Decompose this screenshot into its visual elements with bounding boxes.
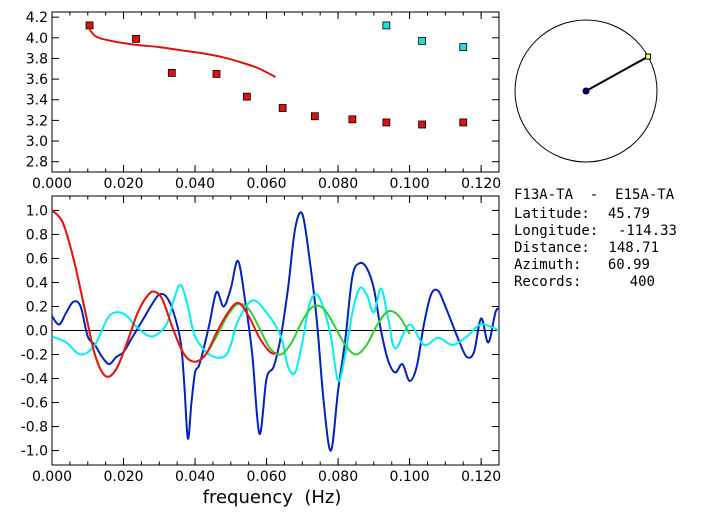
x-axis-title: frequency (Hz) xyxy=(203,487,342,508)
bottom-chart-y-tick-label: -0.6 xyxy=(21,396,48,412)
bottom-chart-series-line-2 xyxy=(52,209,411,378)
top-chart-marker xyxy=(132,34,140,43)
top-velocity-chart: 0.000 0.020 0.040 0.060 0.080 0.100 0.120 2.8 3.… xyxy=(26,10,501,192)
top-chart-marker xyxy=(382,118,391,127)
top-chart-marker xyxy=(310,112,319,121)
top-chart-x-tick-label: 0.060 xyxy=(247,176,287,192)
bottom-chart-x-tick-label: 0.060 xyxy=(247,469,287,485)
bottom-chart-y-tick-label: -0.8 xyxy=(21,420,48,436)
top-chart-marker xyxy=(278,104,287,112)
bottom-chart-y-tick-label: 0.2 xyxy=(26,299,48,315)
top-chart-x-tick-label: 0.100 xyxy=(390,176,430,192)
longitude-value: -114.33 xyxy=(618,223,677,239)
bottom-chart-x-tick-label: 0.040 xyxy=(175,469,215,485)
top-chart-marker xyxy=(459,43,468,51)
bottom-chart-y-tick-label: 0.4 xyxy=(26,275,48,291)
top-chart-y-tick-label: 4.2 xyxy=(26,10,48,26)
top-chart-marker xyxy=(85,21,94,30)
top-chart-y-tick-label: 3.0 xyxy=(26,134,48,150)
azimuth-value: 60.99 xyxy=(608,257,650,273)
top-chart-marker xyxy=(459,118,468,127)
bottom-chart-x-tick-label: 0.020 xyxy=(103,469,143,485)
bottom-chart-x-tick-label: 0.120 xyxy=(461,469,501,485)
top-chart-marker xyxy=(348,115,357,124)
bottom-chart-y-tick-label: 0.8 xyxy=(26,227,48,243)
top-chart-marker xyxy=(418,37,427,45)
bottom-chart-y-tick-label: 1.0 xyxy=(26,203,48,219)
azimuth-dial-circle xyxy=(514,19,658,163)
top-chart-marker xyxy=(212,70,221,78)
bottom-chart-series-line-3 xyxy=(52,209,276,378)
distance-label: Distance: xyxy=(514,240,590,256)
bottom-chart-y-tick-label: -0.4 xyxy=(21,372,48,388)
top-chart-marker xyxy=(167,69,176,77)
bottom-correlation-chart: 0.000 0.020 0.040 0.060 0.080 0.100 0.120 1.0 0.… xyxy=(21,195,501,485)
longitude-label: Longitude: xyxy=(514,223,598,239)
top-chart-y-tick-label: 3.8 xyxy=(26,51,48,67)
top-chart-x-tick-label: 0.000 xyxy=(32,176,72,192)
distance-value: 148.71 xyxy=(608,240,659,256)
top-chart-frame xyxy=(51,11,500,173)
bottom-chart-x-tick-label: 0.080 xyxy=(318,469,358,485)
top-chart-x-tick-label: 0.040 xyxy=(175,176,215,192)
azimuth-center-dot xyxy=(582,87,590,95)
top-chart-x-tick-label: 0.120 xyxy=(461,176,501,192)
bottom-chart-y-tick-label: -1.0 xyxy=(21,444,48,460)
azimuth-dial xyxy=(514,19,658,163)
azimuth-label: Azimuth: xyxy=(514,257,581,273)
top-chart-marker xyxy=(418,120,427,129)
bottom-chart-series-line-0 xyxy=(52,211,499,452)
latitude-value: 45.79 xyxy=(608,206,650,222)
top-chart-x-tick-label: 0.020 xyxy=(103,176,143,192)
azimuth-needle xyxy=(585,55,649,92)
bottom-chart-y-tick-label: 0.6 xyxy=(26,251,48,267)
bottom-chart-x-tick-label: 0.000 xyxy=(32,469,72,485)
records-label: Records: xyxy=(514,274,581,290)
latitude-label: Latitude: xyxy=(514,206,590,222)
station-pair-label: F13A-TA - E15A-TA xyxy=(514,187,675,203)
top-chart-series-line-2 xyxy=(88,28,276,78)
bottom-chart-x-tick-label: 0.100 xyxy=(390,469,430,485)
top-chart-marker xyxy=(382,21,391,30)
top-chart-x-tick-label: 0.080 xyxy=(318,176,358,192)
records-value: 400 xyxy=(630,274,655,290)
top-chart-y-tick-label: 3.2 xyxy=(26,113,48,129)
top-chart-y-tick-label: 2.8 xyxy=(26,155,48,171)
bottom-chart-y-tick-label: -0.2 xyxy=(21,348,48,364)
top-chart-y-tick-label: 4.0 xyxy=(26,31,48,47)
top-chart-marker xyxy=(242,92,251,101)
top-chart-y-tick-label: 3.6 xyxy=(26,72,48,88)
station-info-panel: F13A-TA - E15A-TA Latitude: 45.79 Longit… xyxy=(514,187,677,290)
bottom-chart-y-tick-label: 0.0 xyxy=(26,324,48,340)
top-chart-y-tick-label: 3.4 xyxy=(26,93,48,109)
bottom-chart-series-line-1 xyxy=(52,283,499,383)
azimuth-marker xyxy=(645,53,652,60)
